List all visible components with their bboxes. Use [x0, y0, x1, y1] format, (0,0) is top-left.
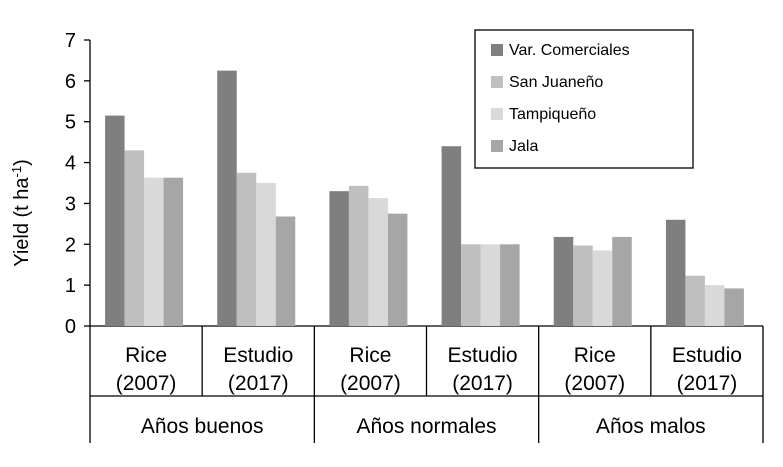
bar-2-1 — [124, 150, 145, 326]
category-label-line2: (2007) — [564, 372, 625, 395]
category-label-line1: Estudio — [672, 344, 742, 367]
bar-4-6 — [724, 288, 744, 326]
y-axis-label-sup: -1 — [9, 166, 24, 178]
y-tick-label: 1 — [65, 275, 76, 297]
group-label: Años normales — [356, 415, 496, 438]
bar-3-1 — [144, 177, 164, 326]
bar-2-4 — [461, 244, 481, 326]
legend-box — [474, 29, 694, 169]
category-label-line2: (2017) — [452, 372, 513, 395]
group-label: Años buenos — [141, 415, 264, 438]
y-tick-label: 3 — [65, 193, 76, 215]
axes — [84, 39, 764, 443]
legend-swatch — [491, 140, 503, 152]
category-label-line2: (2017) — [228, 372, 289, 395]
bar-2-5 — [573, 245, 593, 326]
bar-1-1 — [105, 115, 125, 326]
category-label-line2: (2007) — [116, 372, 177, 395]
bar-4-2 — [275, 216, 296, 326]
category-label-line1: Rice — [574, 344, 616, 367]
bar-3-3 — [368, 198, 388, 326]
category-label-line1: Rice — [125, 344, 167, 367]
category-label-line2: (2017) — [677, 372, 738, 395]
bar-3-6 — [704, 285, 725, 326]
bar-4-5 — [612, 236, 632, 326]
legend-entry-label: San Juaneño — [509, 74, 603, 91]
bar-1-6 — [665, 219, 686, 326]
bar-1-4 — [441, 146, 462, 326]
category-label-line2: (2007) — [340, 372, 401, 395]
bar-4-4 — [500, 244, 520, 326]
y-tick-label: 6 — [65, 71, 76, 93]
category-label-line1: Estudio — [223, 344, 293, 367]
bar-2-3 — [348, 185, 369, 326]
y-tick-label: 5 — [65, 112, 76, 134]
legend: Var. Comerciales San Juaneño Tampiqueño Jal… — [474, 29, 694, 169]
y-axis-label-close: ) — [11, 159, 33, 166]
bar-3-5 — [592, 250, 613, 326]
bar-2-2 — [236, 172, 257, 326]
y-tick-label: 0 — [65, 316, 76, 338]
category-label-line1: Estudio — [448, 344, 518, 367]
y-axis-label: Yield (t ha-1) — [9, 159, 34, 267]
legend-entry-label: Jala — [509, 138, 538, 155]
bar-3-4 — [480, 244, 501, 326]
category-label-line1: Rice — [349, 344, 391, 367]
y-tick-label: 2 — [65, 234, 76, 256]
bar-4-1 — [163, 177, 184, 326]
bar-2-6 — [685, 275, 705, 326]
y-tick-label: 7 — [65, 30, 76, 52]
y-tick-label: 4 — [65, 153, 76, 175]
group-label: Años malos — [596, 415, 706, 438]
labels: 0 1 2 3 4 5 6 7 Yield (t ha-1) Rice (2007) Estudio (… — [9, 30, 742, 438]
legend-swatch — [491, 44, 503, 56]
y-axis-label-main: Yield (t ha — [11, 177, 33, 267]
legend-swatch — [491, 108, 503, 120]
legend-entry-label: Var. Comerciales — [509, 42, 630, 59]
legend-swatch — [491, 76, 503, 88]
legend-entry-label: Tampiqueño — [509, 106, 596, 123]
bar-3-2 — [256, 183, 276, 326]
bars — [105, 70, 744, 327]
bar-1-5 — [553, 236, 574, 326]
bar-1-2 — [217, 70, 237, 327]
bar-1-3 — [329, 191, 349, 326]
bar-4-3 — [387, 213, 408, 326]
